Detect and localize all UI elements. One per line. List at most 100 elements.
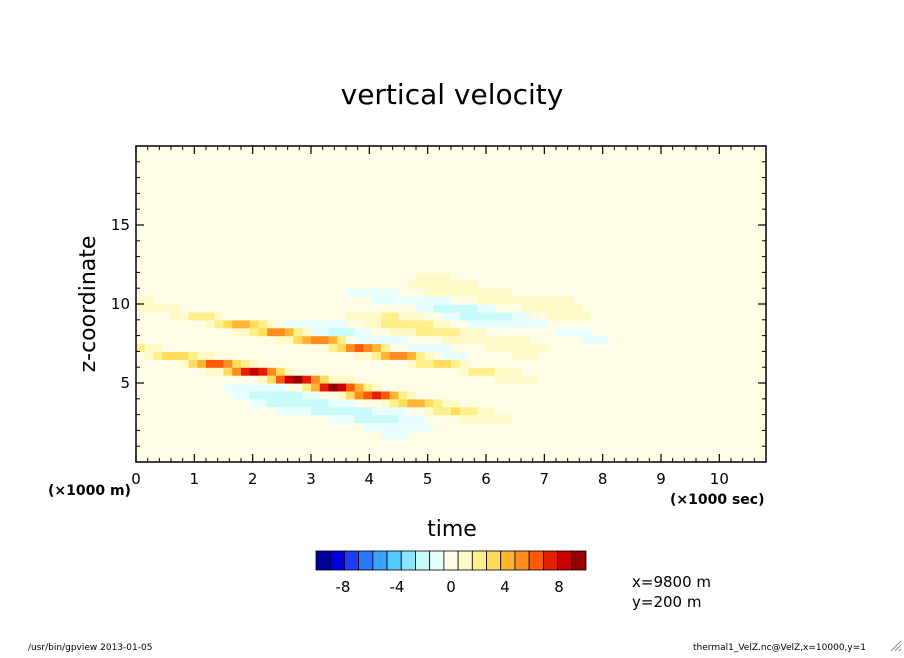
heatmap-cell [319, 169, 330, 179]
heatmap-cell [748, 201, 758, 210]
heatmap-cell [153, 256, 163, 266]
heatmap-cell [573, 375, 583, 384]
heatmap-cell [582, 311, 592, 321]
heatmap-cell [704, 383, 715, 392]
heatmap-cell [363, 209, 373, 218]
heatmap-cell [241, 414, 251, 424]
heatmap-cell [731, 343, 741, 352]
heatmap-cell [713, 225, 723, 234]
heatmap-cell [171, 383, 181, 392]
heatmap-cell [162, 430, 172, 439]
heatmap-cell [713, 146, 723, 155]
heatmap-cell [354, 288, 365, 297]
heatmap-cell [328, 367, 338, 376]
heatmap-cell [573, 390, 583, 400]
heatmap-cell [197, 185, 207, 194]
heatmap-cell [731, 177, 741, 187]
heatmap-cell [319, 414, 330, 424]
heatmap-cell [722, 153, 732, 163]
heatmap-cell [407, 454, 417, 463]
heatmap-cell [582, 232, 592, 242]
heatmap-cell [424, 359, 435, 368]
heatmap-cell [136, 280, 146, 289]
heatmap-cell [136, 454, 146, 463]
heatmap-cell [442, 351, 452, 360]
heatmap-cell [696, 146, 706, 155]
heatmap-cell [634, 406, 645, 416]
heatmap-cell [634, 248, 645, 258]
heatmap-cell [276, 430, 286, 439]
heatmap-cell [179, 406, 190, 416]
heatmap-cell [267, 304, 277, 313]
heatmap-cell [337, 311, 347, 321]
heatmap-cell [713, 153, 723, 163]
x-position-label: x=9800 m [632, 573, 711, 591]
heatmap-cell [547, 390, 557, 400]
heatmap-cell [241, 272, 251, 281]
heatmap-cell [564, 375, 575, 384]
heatmap-cell [363, 248, 373, 258]
heatmap-cell [468, 335, 478, 345]
heatmap-cell [582, 383, 592, 392]
resize-grip-icon[interactable] [890, 640, 902, 652]
heatmap-cell [713, 288, 723, 297]
heatmap-cell [249, 304, 260, 313]
heatmap-cell [459, 264, 470, 273]
heatmap-cell [556, 177, 566, 187]
heatmap-cell [626, 304, 636, 313]
heatmap-cell [249, 272, 260, 281]
heatmap-cell [669, 390, 680, 400]
heatmap-cell [564, 446, 575, 455]
heatmap-cell [328, 248, 338, 258]
heatmap-cell [591, 209, 601, 218]
heatmap-cell [669, 264, 680, 273]
heatmap-cell [363, 311, 373, 321]
heatmap-cell [652, 351, 662, 360]
heatmap-cell [617, 217, 627, 226]
heatmap-cell [354, 296, 365, 305]
heatmap-cell [634, 280, 645, 289]
heatmap-cell [477, 343, 487, 352]
heatmap-cell [529, 225, 540, 234]
heatmap-cell [153, 201, 163, 210]
heatmap-cell [416, 161, 426, 171]
heatmap-cell [494, 209, 505, 218]
heatmap-cell [328, 225, 338, 234]
heatmap-cell [442, 153, 452, 163]
heatmap-cell [617, 280, 627, 289]
heatmap-cell [678, 217, 688, 226]
heatmap-cell [442, 201, 452, 210]
heatmap-cell [311, 319, 321, 329]
heatmap-cell [678, 351, 688, 360]
heatmap-cell [354, 240, 365, 250]
heatmap-cell [398, 438, 408, 447]
heatmap-cell [284, 209, 295, 218]
heatmap-cell [328, 351, 338, 360]
heatmap-cell [687, 438, 697, 447]
heatmap-cell [652, 335, 662, 345]
heatmap-cell [381, 272, 391, 281]
heatmap-cell [258, 311, 268, 321]
heatmap-cell [171, 201, 181, 210]
heatmap-cell [214, 351, 225, 360]
heatmap-cell [284, 272, 295, 281]
heatmap-cell [284, 383, 295, 392]
heatmap-cell [608, 446, 618, 455]
colorbar-swatch [358, 550, 374, 571]
heatmap-cell [477, 375, 487, 384]
heatmap-cell [197, 280, 207, 289]
heatmap-cell [748, 319, 758, 329]
colorbar-swatch [344, 550, 360, 571]
colorbar-tick-label: 8 [554, 578, 564, 596]
heatmap-cell [311, 240, 321, 250]
heatmap-cell [661, 406, 671, 416]
heatmap-cell [241, 193, 251, 202]
heatmap-cell [634, 367, 645, 376]
heatmap-cell [144, 430, 155, 439]
heatmap-cell [529, 240, 540, 250]
heatmap-cell [643, 375, 653, 384]
heatmap-cell [468, 327, 478, 337]
heatmap-cell [214, 185, 225, 194]
heatmap-cell [162, 351, 172, 360]
heatmap-cell [538, 288, 548, 297]
